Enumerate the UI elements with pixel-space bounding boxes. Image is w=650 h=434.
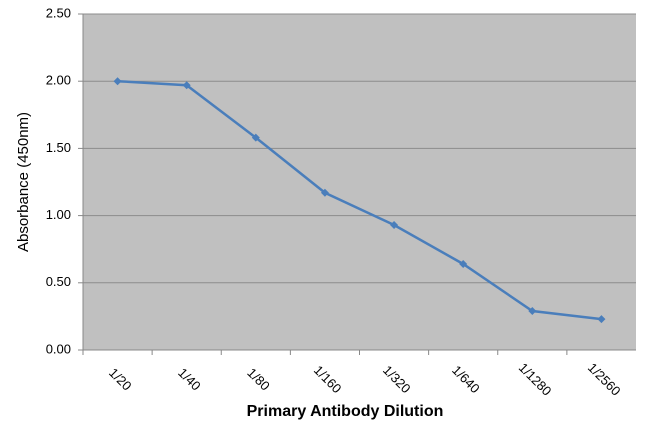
y-tick-label: 2.00 [46,73,71,88]
data-point [597,315,606,324]
x-axis-title: Primary Antibody Dilution [247,403,444,420]
data-point [251,133,260,142]
plot-area [83,14,636,350]
x-tick-label: 1/40 [175,365,204,394]
x-tick-label: 1/20 [106,365,135,394]
data-point [459,259,468,268]
x-tick-label: 1/1280 [516,360,555,399]
x-tick-label: 1/320 [380,362,414,396]
y-tick-label: 1.50 [46,140,71,155]
x-tick-label: 1/80 [244,365,273,394]
data-point [320,188,329,197]
y-tick-label: 1.00 [46,207,71,222]
data-point [182,81,191,90]
y-axis-title: Absorbance (450nm) [15,112,32,252]
data-line [117,79,602,321]
data-point [390,221,399,230]
y-tick-label: 0.00 [46,341,71,356]
x-tick-label: 1/640 [449,362,483,396]
x-tick-label: 1/2560 [585,360,624,399]
x-tick-label: 1/160 [311,362,345,396]
data-point [528,307,537,316]
data-point [113,77,122,86]
y-tick-label: 0.50 [46,274,71,289]
y-tick-label: 2.50 [46,5,71,20]
